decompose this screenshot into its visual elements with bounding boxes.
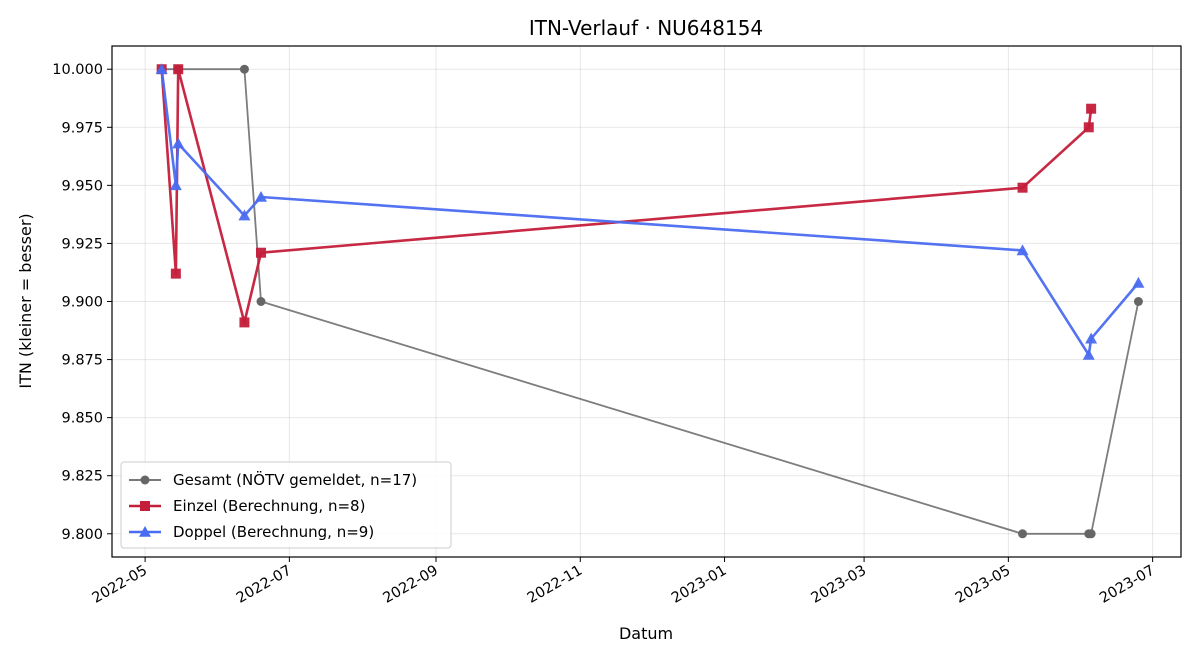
x-tick-label: 2022-09: [381, 563, 441, 607]
data-point: [1016, 244, 1029, 256]
x-tick-label: 2022-11: [525, 563, 585, 607]
legend: Gesamt (NÖTV gemeldet, n=17) Einzel (Bere…: [120, 461, 452, 549]
x-tick-label: 2022-07: [234, 563, 294, 607]
data-point: [1083, 122, 1094, 133]
data-point: [1132, 276, 1145, 288]
legend-label: Gesamt (NÖTV gemeldet, n=17): [173, 470, 417, 489]
legend-label: Doppel (Berechnung, n=9): [173, 523, 374, 541]
series-circle: [157, 64, 1143, 539]
series-line: [160, 69, 1140, 357]
data-point: [1133, 297, 1143, 306]
chart-title: ITN-Verlauf · NU648154: [529, 16, 763, 40]
x-tick-label: 2023-07: [1097, 563, 1157, 607]
y-tick-label: 9.900: [61, 295, 103, 311]
legend-marker: [139, 526, 151, 537]
data-point: [239, 317, 250, 328]
data-point: [169, 179, 182, 191]
x-tick-label: 2023-03: [809, 563, 869, 607]
data-point: [1082, 348, 1095, 360]
x-axis-label: Datum: [619, 624, 673, 643]
data-point: [155, 63, 168, 75]
y-tick-label: 9.875: [61, 353, 103, 369]
data-point: [238, 209, 251, 221]
y-tick-label: 9.825: [61, 469, 103, 485]
data-point: [239, 64, 249, 74]
data-point: [172, 137, 185, 149]
data-point: [1086, 529, 1096, 539]
y-tick-label: 9.950: [61, 178, 103, 194]
series-layer: [155, 63, 1145, 539]
y-tick-label: 9.925: [61, 236, 103, 252]
y-axis-label: ITN (kleiner = besser): [16, 213, 35, 388]
series-square: [156, 64, 1097, 328]
y-axis-ticks: 9.800 9.825 9.850 9.875 9.900 9.925 9.950 9.975…: [52, 62, 112, 543]
y-tick-label: 9.850: [61, 411, 103, 427]
data-point: [255, 247, 266, 258]
data-point: [170, 268, 181, 279]
x-tick-label: 2022-05: [90, 563, 150, 607]
series-line: [160, 67, 1093, 324]
data-point: [1085, 332, 1098, 344]
series-triangle: [155, 63, 1145, 360]
grid: [112, 46, 1181, 557]
data-point: [1017, 182, 1028, 193]
data-point: [1018, 529, 1028, 539]
legend-label: Einzel (Berechnung, n=8): [173, 497, 365, 515]
x-tick-label: 2023-01: [669, 563, 729, 607]
x-axis-ticks: 2022-05 2022-07 2022-09 2022-11 2023-01 2023-…: [90, 557, 1158, 607]
y-tick-label: 9.975: [61, 120, 103, 136]
y-tick-label: 9.800: [61, 527, 103, 543]
legend-box: [120, 461, 452, 549]
legend-marker: [140, 501, 150, 511]
legend-marker: [140, 475, 150, 485]
x-tick-label: 2023-05: [953, 563, 1013, 607]
data-point: [173, 64, 184, 75]
data-point: [254, 190, 267, 202]
data-point: [256, 297, 266, 306]
data-point: [1086, 103, 1097, 114]
y-tick-label: 10.000: [52, 62, 103, 78]
